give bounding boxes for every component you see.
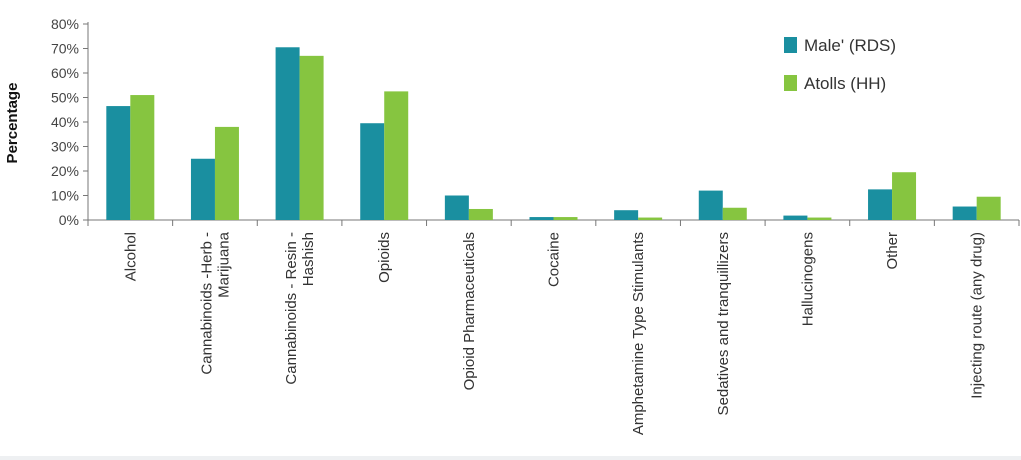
bar-atolls-hh <box>299 55 324 220</box>
bar-atolls-hh <box>214 126 239 220</box>
legend-label: Male' (RDS) <box>804 36 896 55</box>
y-tick-label: 70% <box>51 41 79 57</box>
bar-atolls-hh <box>892 172 917 220</box>
x-tick-label: Alcohol <box>122 232 139 281</box>
y-axis-label: Percentage <box>4 83 21 164</box>
bar-male-rds <box>698 190 723 220</box>
bar-atolls-hh <box>553 217 578 220</box>
y-tick-label: 0% <box>59 212 79 228</box>
x-tick-label: Cannabinoids -Herb - <box>198 232 215 375</box>
bar-atolls-hh <box>638 217 663 220</box>
x-tick-label: Cannabinoids - Resin - <box>283 232 300 385</box>
bar-male-rds <box>614 210 639 220</box>
legend: Male' (RDS) Atolls (HH) <box>784 36 896 93</box>
bar-atolls-hh <box>130 95 155 220</box>
legend-swatch <box>784 37 797 53</box>
bar-male-rds <box>868 189 893 220</box>
x-tick-label: Hallucinogens <box>799 232 816 326</box>
bar-atolls-hh <box>384 91 409 220</box>
bar-male-rds <box>106 106 131 220</box>
x-tick-label: Other <box>884 232 901 270</box>
bar-male-rds <box>529 217 554 220</box>
x-tick-label: Opioid Pharmaceuticals <box>461 232 478 390</box>
x-axis: Alcohol Cannabinoids -Herb - Marijuana Cann… <box>87 219 1020 435</box>
bar-male-rds <box>360 123 385 220</box>
y-tick-label: 40% <box>51 114 79 130</box>
bar-male-rds <box>190 158 215 220</box>
y-tick-label: 60% <box>51 65 79 81</box>
y-axis: 0% 10% 20% 30% 40% 50% 60% 70% 80% <box>51 16 89 228</box>
legend-swatch <box>784 75 797 91</box>
x-tick-label: Hashish <box>300 232 317 286</box>
bar-atolls-hh <box>976 196 1001 220</box>
bar-male-rds <box>952 206 977 220</box>
y-tick-label: 50% <box>51 90 79 106</box>
bar-atolls-hh <box>807 217 832 220</box>
bar-male-rds <box>444 195 469 220</box>
y-tick-label: 10% <box>51 188 79 204</box>
x-tick-label: Sedatives and tranquillizers <box>715 232 732 415</box>
bars <box>106 47 1001 221</box>
y-tick-label: 80% <box>51 16 79 32</box>
y-tick-label: 20% <box>51 163 79 179</box>
x-tick-label: Opioids <box>376 232 393 283</box>
bar-male-rds <box>783 215 808 220</box>
bar-atolls-hh <box>468 208 493 220</box>
y-tick-label: 30% <box>51 139 79 155</box>
x-tick-label: Amphetamine Type Stimulants <box>630 232 647 435</box>
x-tick-label: Cocaine <box>546 232 563 287</box>
bottom-divider <box>0 456 1021 460</box>
x-tick-label: Marijuana <box>215 231 232 298</box>
bar-male-rds <box>275 47 300 221</box>
x-tick-label: Injecting route (any drug) <box>969 232 986 399</box>
legend-label: Atolls (HH) <box>804 74 886 93</box>
bar-atolls-hh <box>722 207 747 220</box>
